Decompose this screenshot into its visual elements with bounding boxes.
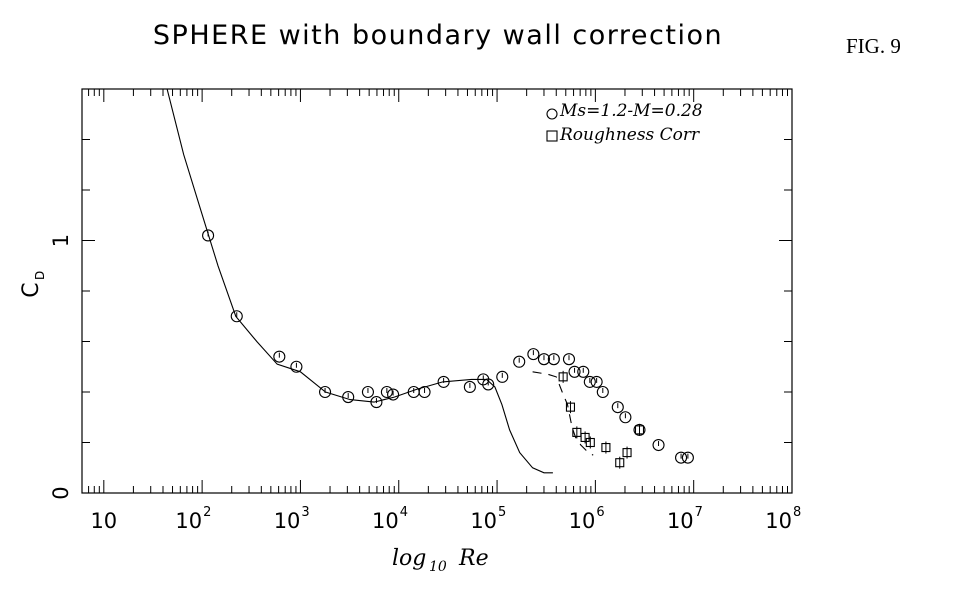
legend-label-0: Ms=1.2-M=0.28 <box>559 101 703 121</box>
y-tick-label: 0 <box>49 486 73 499</box>
data-point-circle <box>513 355 526 368</box>
legend-marker-circle <box>546 108 558 120</box>
data-point-circle <box>681 451 694 464</box>
series-1 <box>558 370 645 469</box>
x-tick-label: 10 <box>372 509 399 533</box>
data-point-circle <box>361 385 374 399</box>
x-axis-label-variable: Re <box>458 546 489 571</box>
solid-curve <box>166 88 553 474</box>
data-point-circle <box>577 365 590 378</box>
series-0 <box>202 229 694 464</box>
legend-label-1: Roughness Corr <box>559 125 700 145</box>
x-tick-label: 10 <box>667 509 694 533</box>
x-axis-label-log: log <box>392 546 426 571</box>
data-point-circle <box>230 310 243 323</box>
y-axis-label-main: C <box>19 282 44 297</box>
y-axis-ticks <box>82 88 792 494</box>
x-tick-label-exponent: 5 <box>498 505 506 520</box>
x-axis-tick-labels: 10 10 2 10 3 10 4 10 5 10 6 10 7 10 8 <box>90 505 801 533</box>
x-axis-label: log 10 Re <box>392 546 489 575</box>
series-layer <box>166 88 694 474</box>
data-point-circle <box>418 385 431 399</box>
dashed-curve <box>532 371 594 456</box>
legend-marker-square <box>546 130 558 142</box>
data-point-circle <box>675 451 688 464</box>
y-tick-label-group: 0 <box>49 486 73 499</box>
data-point-circle <box>290 360 303 373</box>
x-tick-label: 10 <box>569 509 596 533</box>
data-point-circle <box>652 438 665 452</box>
data-point-circle <box>596 385 609 399</box>
chart-title: SPHERE with boundary wall correction <box>153 20 723 51</box>
data-point-circle <box>527 348 540 361</box>
x-tick-label-exponent: 2 <box>203 505 211 520</box>
series-2 <box>166 88 553 474</box>
data-point-circle <box>583 375 596 388</box>
y-axis-label-subscript: D <box>33 271 47 280</box>
x-tick-label: 10 <box>90 509 117 533</box>
data-point-circle <box>482 378 495 391</box>
data-point-circle <box>590 375 603 388</box>
data-point-circle <box>387 388 400 401</box>
y-tick-label: 1 <box>49 234 73 247</box>
data-point-circle <box>537 353 551 366</box>
x-tick-label: 10 <box>470 509 497 533</box>
x-tick-label: 10 <box>175 509 202 533</box>
data-point-circle <box>319 385 332 399</box>
plot-frame <box>81 88 793 494</box>
data-point-circle <box>611 401 624 414</box>
y-tick-label-group: 1 <box>49 234 73 247</box>
y-axis-label: C D <box>19 271 47 298</box>
series-3 <box>532 371 594 456</box>
data-point-circle <box>273 350 286 363</box>
legend: Ms=1.2-M=0.28 Roughness Corr <box>546 101 703 145</box>
x-tick-label-exponent: 7 <box>695 505 703 520</box>
figure-label: FIG. 9 <box>846 34 901 58</box>
data-point-circle <box>463 380 476 394</box>
data-point-circle <box>202 229 215 242</box>
x-tick-label-exponent: 4 <box>400 505 408 520</box>
x-tick-label-exponent: 3 <box>301 505 309 520</box>
data-point-circle <box>562 353 576 366</box>
data-point-circle <box>568 365 581 378</box>
x-axis-label-subscript: 10 <box>429 559 447 575</box>
x-tick-label-exponent: 6 <box>596 505 604 520</box>
data-point-circle <box>437 375 450 388</box>
data-point-circle <box>619 411 632 424</box>
x-tick-label-exponent: 8 <box>793 505 801 520</box>
x-axis-ticks <box>81 89 793 493</box>
data-point-circle <box>496 370 509 383</box>
y-axis-tick-labels: 01 <box>49 234 73 500</box>
x-tick-label: 10 <box>274 509 301 533</box>
x-tick-label: 10 <box>765 509 792 533</box>
data-point-circle <box>547 353 560 366</box>
data-point-circle <box>380 385 393 399</box>
